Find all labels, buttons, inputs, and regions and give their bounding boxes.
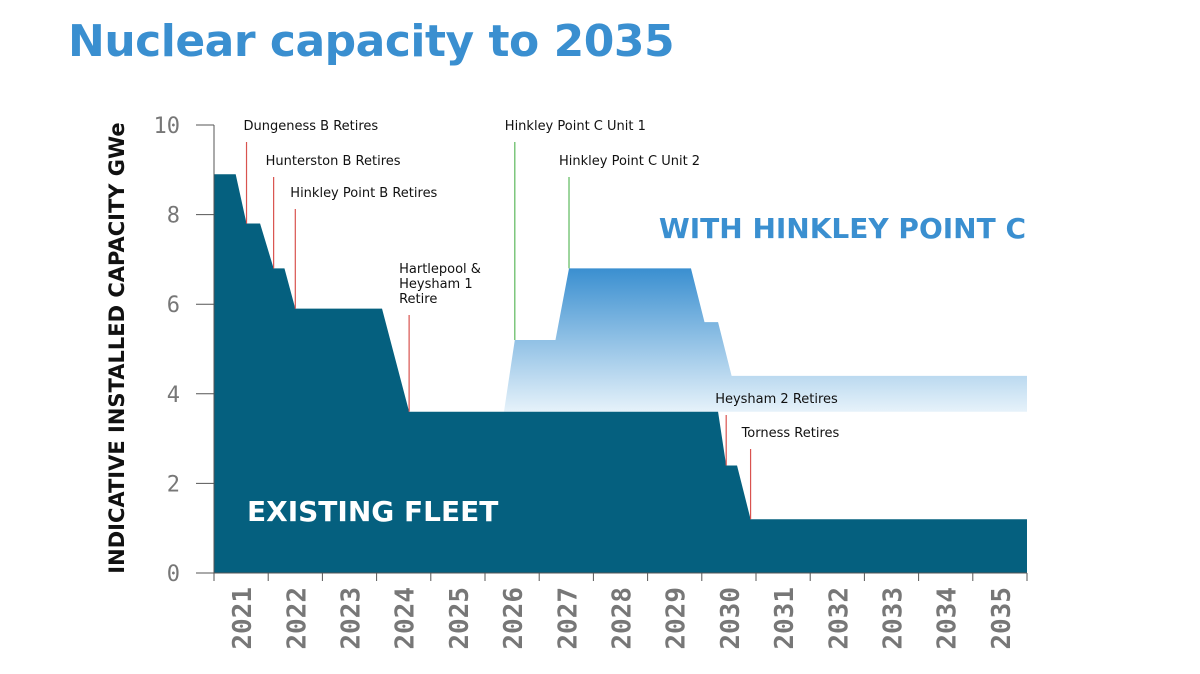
annotation-label: Hartlepool & Heysham 1 Retire [399,262,481,307]
annotation-line-text: Hinkley Point C Unit 1 [505,119,646,134]
y-tick-label: 6 [167,293,180,318]
y-tick-label: 2 [167,472,180,497]
annotation-label: Dungeness B Retires [244,119,379,134]
annotation-line-text: Hinkley Point B Retires [290,186,437,201]
y-tick-label: 0 [167,562,180,587]
annotation-label: Torness Retires [741,426,840,441]
y-axis-label: INDICATIVE INSTALLED CAPACITY GWe [105,122,129,573]
annotation-label: Hinkley Point C Unit 2 [559,154,700,169]
x-tick-label: 2033 [879,587,909,650]
y-tick-label: 10 [154,114,181,139]
x-tick-label: 2024 [391,587,421,650]
series-label-existing-fleet: EXISTING FLEET [247,495,498,528]
x-tick-label: 2025 [445,587,475,650]
y-tick-label: 4 [167,383,180,408]
x-tick-label: 2034 [933,587,963,650]
x-tick-label: 2035 [987,587,1017,650]
annotation-line-text: Heysham 1 [399,277,473,292]
x-tick-label: 2030 [716,587,746,650]
x-tick-label: 2026 [499,587,529,650]
area-layer [214,174,1028,573]
annotation-line-text: Hunterston B Retires [266,154,401,169]
annotation-label: Hinkley Point C Unit 1 [505,119,646,134]
annotation-line-text: Heysham 2 Retires [715,392,838,407]
annotation-line-text: Dungeness B Retires [244,119,379,134]
annotation-line-text: Hartlepool & [399,262,481,277]
series-area-existing-fleet [214,174,1027,573]
annotation-line-text: Hinkley Point C Unit 2 [559,154,700,169]
x-tick-label: 2031 [770,587,800,650]
annotation-label: Hinkley Point B Retires [290,186,437,201]
annotation-label: Heysham 2 Retires [715,392,838,407]
x-tick-label: 2032 [824,587,854,650]
x-tick-label: 2027 [553,587,583,650]
x-tick-label: 2028 [608,587,638,650]
x-tick-label: 2029 [662,587,692,650]
y-tick-label: 8 [167,204,180,229]
annotation-label: Hunterston B Retires [266,154,401,169]
annotation-line-text: Retire [399,292,437,307]
x-tick-label: 2021 [228,587,258,650]
annotation-line-text: Torness Retires [741,426,840,441]
axes: 0 2 4 6 8 10 2021 2022 2023 2024 2025 2026 2027 2028 2… [154,114,1028,650]
page-title: Nuclear capacity to 2035 [68,16,675,67]
series-label-with-hinkley-point-c: WITH HINKLEY POINT C [659,212,1026,245]
x-tick-label: 2023 [337,587,367,650]
x-tick-label: 2022 [282,587,312,650]
annotation-markers [245,142,752,520]
series-labels: Dungeness B Retires Hunterston B Retires H… [244,119,1026,528]
series-area-with-hinkley-point-c [503,268,1028,412]
